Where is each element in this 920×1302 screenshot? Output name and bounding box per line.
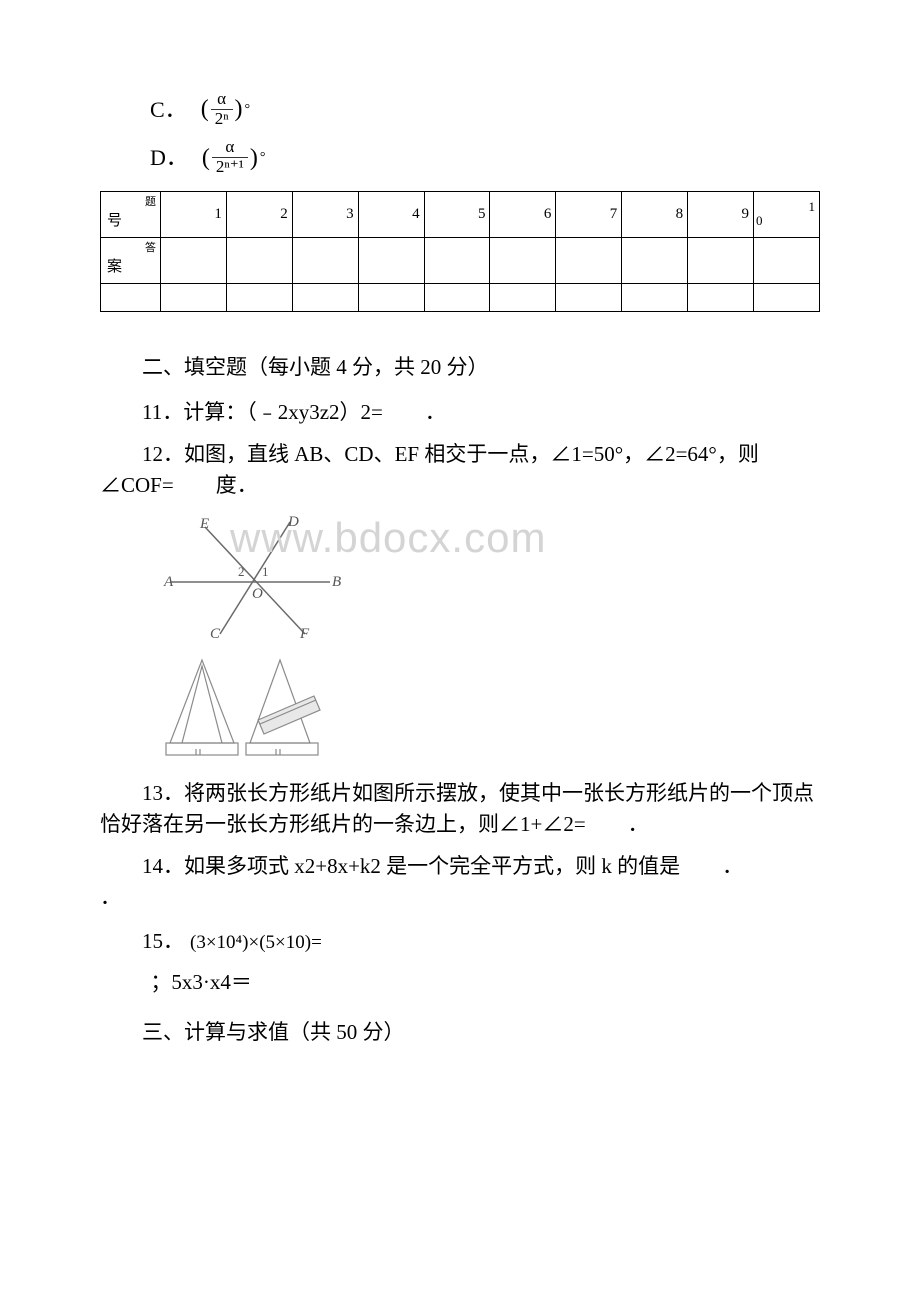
answer-table: 题 号 1 2 3 4 5 6 7 8 9 1 0 答 案	[100, 191, 820, 312]
table-cell: 5	[424, 191, 490, 237]
question-15-line2: ；5x3·x4＝	[100, 967, 820, 999]
table-cell	[754, 283, 820, 311]
table-cell	[161, 237, 227, 283]
table-cell	[424, 237, 490, 283]
table-cell	[688, 237, 754, 283]
option-c-degree: °	[245, 99, 251, 120]
table-cell	[101, 283, 161, 311]
svg-text:O: O	[252, 586, 263, 602]
question-13: 13．将两张长方形纸片如图所示摆放，使其中一张长方形纸片的一个顶点恰好落在另一张…	[100, 778, 820, 841]
option-d: D． ( α 2ⁿ⁺¹ ) °	[150, 138, 820, 176]
svg-text:E: E	[199, 516, 209, 532]
svg-text:1: 1	[262, 564, 269, 579]
table-cell	[226, 237, 292, 283]
table-cell: 7	[556, 191, 622, 237]
section-3-heading: 三、计算与求值（共 50 分）	[100, 1017, 820, 1049]
question-15-formula: (3×10⁴)×(5×10)=	[190, 929, 322, 958]
lines-intersection-diagram: A B C D E F O 1 2	[160, 512, 360, 642]
table-cell	[622, 237, 688, 283]
svg-text:C: C	[210, 626, 221, 642]
question-12: 12．如图，直线 AB、CD、EF 相交于一点，∠1=50°，∠2=64°，则∠…	[100, 439, 820, 502]
option-d-degree: °	[260, 147, 266, 168]
option-c-numerator: α	[213, 90, 230, 109]
table-header-number: 题 号	[101, 191, 161, 237]
table-cell	[292, 237, 358, 283]
table-cell	[424, 283, 490, 311]
table-header-answer: 答 案	[101, 237, 161, 283]
table-cell: 6	[490, 191, 556, 237]
table-cell	[556, 283, 622, 311]
table-cell	[490, 283, 556, 311]
table-cell: 9	[688, 191, 754, 237]
svg-text:A: A	[163, 574, 174, 590]
rectangles-overlay-diagram	[160, 648, 330, 768]
option-c-denominator: 2ⁿ	[211, 109, 233, 129]
option-d-label: D．	[150, 141, 188, 174]
option-d-numerator: α	[221, 138, 238, 157]
table-row: 题 号 1 2 3 4 5 6 7 8 9 1 0	[101, 191, 820, 237]
question-11: 11．计算：（﹣2xy3z2）2= ．	[100, 397, 820, 429]
table-cell: 1	[161, 191, 227, 237]
table-cell: 4	[358, 191, 424, 237]
option-d-expression: ( α 2ⁿ⁺¹ ) °	[202, 138, 266, 176]
question-15: 15． (3×10⁴)×(5×10)=	[142, 926, 820, 958]
option-c-label: C．	[150, 93, 187, 126]
question-14: 14．如果多项式 x2+8x+k2 是一个完全平方式，则 k 的值是 ．	[100, 851, 820, 883]
table-cell	[226, 283, 292, 311]
question-15-prefix: 15．	[142, 926, 184, 958]
table-cell	[358, 283, 424, 311]
table-cell	[161, 283, 227, 311]
table-row: 答 案	[101, 237, 820, 283]
table-cell	[688, 283, 754, 311]
table-cell: 2	[226, 191, 292, 237]
table-cell-10: 1 0	[754, 191, 820, 237]
option-c: C． ( α 2ⁿ ) °	[150, 90, 820, 128]
figure-q12: A B C D E F O 1 2	[160, 512, 820, 642]
table-row	[101, 283, 820, 311]
table-cell	[556, 237, 622, 283]
svg-text:D: D	[287, 514, 299, 530]
table-cell: 3	[292, 191, 358, 237]
option-d-denominator: 2ⁿ⁺¹	[212, 157, 248, 177]
figure-q13	[160, 648, 820, 768]
table-cell	[490, 237, 556, 283]
table-cell	[292, 283, 358, 311]
table-cell	[754, 237, 820, 283]
svg-text:B: B	[332, 574, 341, 590]
option-c-expression: ( α 2ⁿ ) °	[201, 90, 250, 128]
table-cell	[622, 283, 688, 311]
svg-text:2: 2	[238, 564, 245, 579]
table-cell	[358, 237, 424, 283]
svg-text:F: F	[299, 626, 310, 642]
section-2-heading: 二、填空题（每小题 4 分，共 20 分）	[100, 352, 820, 384]
table-cell: 8	[622, 191, 688, 237]
